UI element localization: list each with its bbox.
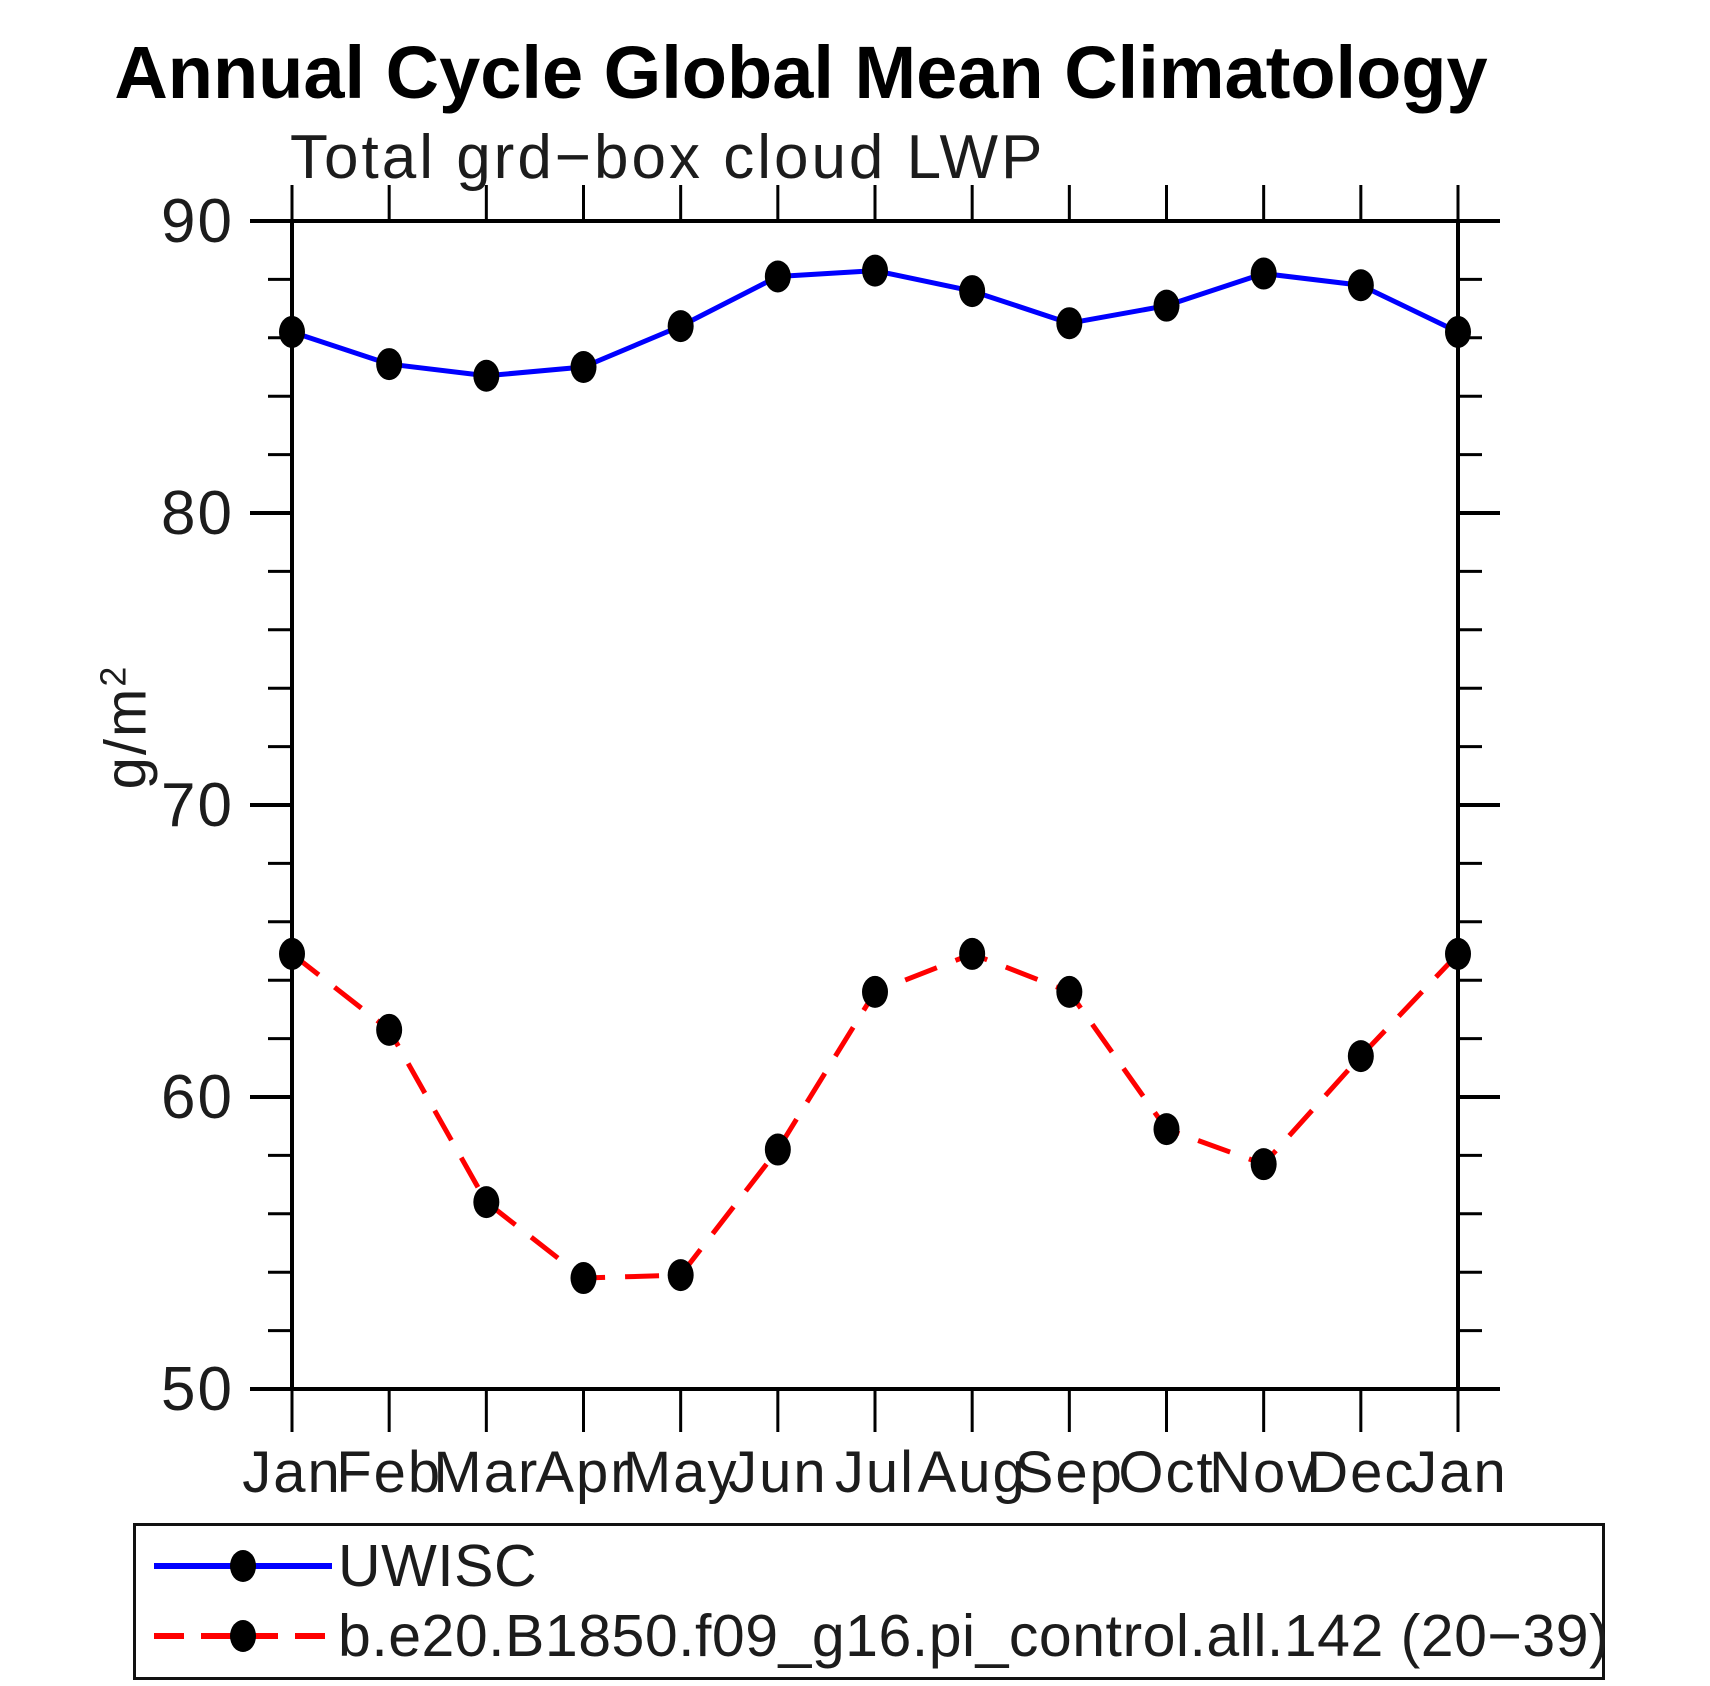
data-point-marker bbox=[862, 254, 888, 287]
month-label: May bbox=[623, 1440, 739, 1505]
plot-frame bbox=[290, 219, 1460, 1391]
month-label: Apr bbox=[535, 1440, 631, 1505]
legend-row-model: b.e20.B1850.f09_g16.pi_control.all.142 (… bbox=[152, 1603, 1609, 1669]
data-point-marker bbox=[1153, 289, 1180, 322]
data-point-marker bbox=[473, 359, 500, 392]
data-point-marker bbox=[1056, 975, 1083, 1008]
data-point-marker bbox=[570, 351, 597, 383]
chart-title: Annual Cycle Global Mean Climatology bbox=[114, 31, 1488, 114]
y-tick-label: 60 bbox=[161, 1063, 234, 1132]
y-tick-label: 70 bbox=[161, 771, 234, 840]
month-label: Feb bbox=[336, 1440, 442, 1505]
data-point-marker bbox=[473, 1186, 500, 1219]
legend-label-uwisc: UWISC bbox=[338, 1533, 538, 1599]
month-label: Jun bbox=[728, 1440, 828, 1505]
legend-row-uwisc: UWISC bbox=[152, 1533, 537, 1599]
legend-marker-dot bbox=[230, 1620, 256, 1652]
data-point-marker bbox=[1250, 1148, 1277, 1181]
y-tick-label: 50 bbox=[161, 1355, 234, 1424]
data-point-marker bbox=[667, 1259, 694, 1292]
data-point-marker bbox=[1347, 269, 1374, 302]
legend-marker-dot bbox=[230, 1550, 256, 1582]
data-point-marker bbox=[376, 1013, 403, 1046]
legend-swatch-model bbox=[154, 1620, 332, 1652]
data-point-marker bbox=[1056, 307, 1083, 340]
legend: UWISC b.e20.B1850.f09_g16.pi_control.all… bbox=[133, 1523, 1609, 1680]
data-point-marker bbox=[764, 1133, 791, 1166]
data-point-marker bbox=[667, 310, 694, 343]
legend-swatch-uwisc bbox=[154, 1550, 332, 1582]
data-point-marker bbox=[279, 937, 305, 970]
month-label: Dec bbox=[1306, 1440, 1415, 1505]
chart-subtitle: Total grd−box cloud LWP bbox=[290, 123, 1046, 192]
month-label: Jan bbox=[242, 1440, 342, 1505]
month-label: Nov bbox=[1209, 1440, 1318, 1505]
data-point-marker bbox=[1445, 315, 1471, 348]
y-tick-label: 80 bbox=[161, 479, 234, 548]
data-point-marker bbox=[959, 937, 986, 970]
month-label: Sep bbox=[1015, 1440, 1124, 1505]
data-point-marker bbox=[862, 975, 888, 1008]
data-point-marker bbox=[1153, 1113, 1180, 1146]
month-label: Jul bbox=[835, 1440, 915, 1505]
data-point-marker bbox=[279, 315, 305, 348]
month-label: Mar bbox=[433, 1440, 539, 1505]
data-point-marker bbox=[376, 348, 403, 381]
month-label: Oct bbox=[1118, 1440, 1214, 1505]
data-point-marker bbox=[1250, 257, 1277, 290]
y-tick-label: 90 bbox=[161, 187, 234, 256]
data-point-marker bbox=[570, 1262, 597, 1295]
data-point-marker bbox=[959, 275, 986, 308]
data-point-marker bbox=[764, 260, 791, 293]
legend-label-model: b.e20.B1850.f09_g16.pi_control.all.142 (… bbox=[338, 1603, 1610, 1669]
month-label: Jan bbox=[1408, 1440, 1508, 1505]
month-label: Aug bbox=[918, 1440, 1027, 1505]
data-point-marker bbox=[1347, 1040, 1374, 1073]
data-point-marker bbox=[1445, 937, 1471, 970]
